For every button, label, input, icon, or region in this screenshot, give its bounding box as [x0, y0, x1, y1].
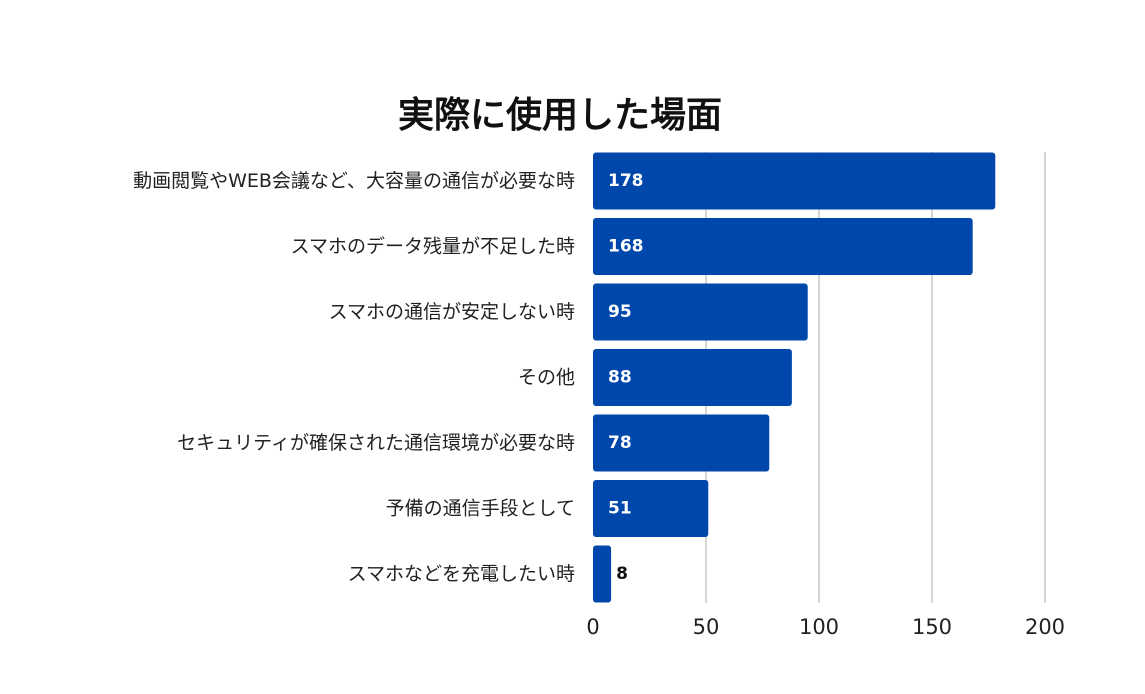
- value-label: 168: [608, 237, 644, 257]
- bar: [593, 414, 770, 472]
- chart-title: 実際に使用した場面: [398, 95, 722, 136]
- value-label: 78: [608, 433, 632, 453]
- x-tick-label: 100: [799, 615, 839, 639]
- category-label: 動画閲覧やWEB会議など、大容量の通信が必要な時: [133, 170, 575, 192]
- value-labels: 178 168 95 88 78 51 8: [608, 171, 644, 584]
- bars: [593, 152, 996, 603]
- value-label: 178: [608, 171, 644, 191]
- bar: [593, 152, 996, 210]
- value-label: 88: [608, 368, 632, 388]
- category-label: スマホのデータ残量が不足した時: [291, 236, 575, 258]
- bar: [593, 349, 792, 406]
- category-label: 予備の通信手段として: [386, 498, 575, 520]
- x-tick-label: 0: [586, 615, 599, 639]
- value-label: 8: [616, 564, 628, 584]
- category-labels: 動画閲覧やWEB会議など、大容量の通信が必要な時スマホのデータ残量が不足した時ス…: [133, 170, 575, 585]
- category-label: その他: [518, 367, 575, 389]
- bar: [593, 480, 709, 537]
- x-axis-tick-labels: 0 50 100 150 200: [586, 615, 1065, 639]
- x-tick-label: 200: [1025, 615, 1065, 639]
- bar: [593, 283, 808, 341]
- x-tick-label: 150: [912, 615, 952, 639]
- x-tick-label: 50: [693, 615, 720, 639]
- category-label: スマホの通信が安定しない時: [329, 301, 575, 323]
- value-label: 51: [608, 499, 632, 519]
- bar: [593, 545, 612, 603]
- category-label: セキュリティが確保された通信環境が必要な時: [177, 432, 575, 454]
- value-label: 95: [608, 302, 632, 322]
- category-label: スマホなどを充電したい時: [348, 563, 575, 585]
- bar: [593, 218, 973, 275]
